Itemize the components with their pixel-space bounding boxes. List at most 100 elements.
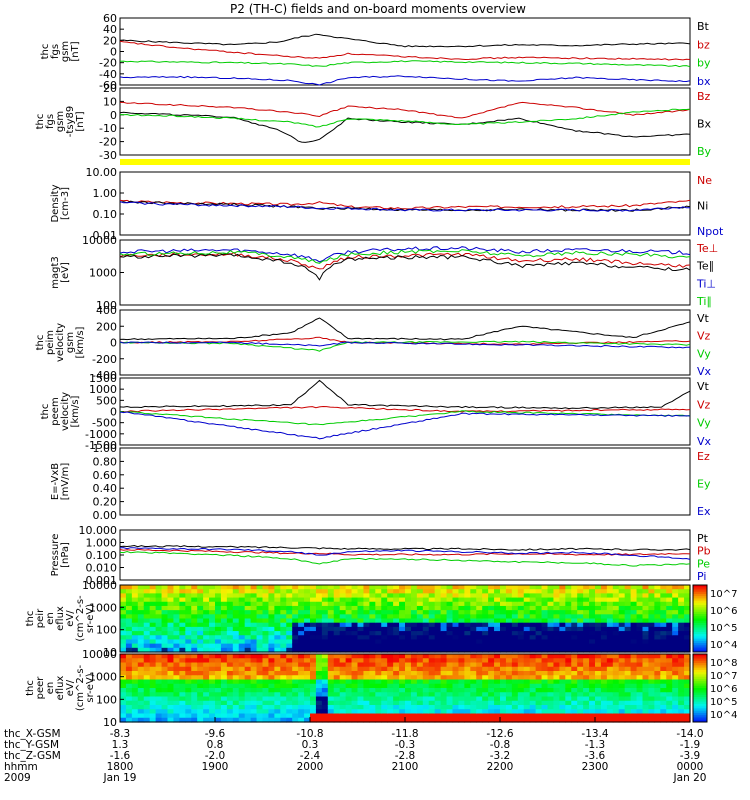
spectrogram-cell (327, 643, 335, 649)
spectrogram-cell (226, 635, 234, 641)
spectrogram-cell (399, 589, 406, 594)
spectrogram-cell (363, 688, 370, 693)
spectrogram-cell (220, 589, 228, 594)
spectrogram-cell (452, 593, 460, 599)
spectrogram-cell (286, 635, 293, 641)
spectrogram-cell (238, 601, 246, 607)
spectrogram-cell (547, 614, 555, 620)
spectrogram-cell (482, 696, 489, 702)
spectrogram-cell (226, 675, 234, 681)
spectrogram-cell (405, 635, 412, 641)
spectrogram-cell (238, 688, 246, 693)
colorbar-swatch (693, 614, 707, 617)
spectrogram-cell (185, 705, 192, 710)
colorbar-tick-label: 10^5 (710, 623, 737, 634)
spectrogram-cell (292, 647, 299, 653)
spectrogram-cell (589, 658, 596, 664)
legend-entry: Pt (697, 532, 709, 545)
spectrogram-cell (131, 666, 139, 672)
spectrogram-cell (363, 717, 370, 723)
spectrogram-cell (197, 589, 204, 594)
spectrogram-cell (571, 705, 578, 710)
y-tick-label: 20 (103, 82, 117, 95)
spectrogram-cell (143, 717, 151, 723)
spectrogram-cell (339, 610, 347, 615)
spectrogram-cell (654, 635, 661, 641)
spectrogram-cell (648, 692, 655, 698)
spectrogram-cell (666, 671, 673, 676)
spectrogram-cell (505, 593, 513, 599)
spectrogram-cell (482, 675, 489, 681)
spectrogram-cell (482, 700, 489, 706)
spectrogram-cell (559, 643, 566, 649)
spectrogram-cell (173, 683, 180, 689)
spectrogram-cell (310, 692, 317, 698)
spectrogram-cell (535, 614, 543, 620)
spectrogram-cell (298, 713, 305, 719)
legend-entry: By (697, 145, 712, 158)
spectrogram-cell (446, 639, 454, 645)
spectrogram-cell (226, 626, 234, 632)
y-tick-label: 200 (96, 320, 117, 333)
spectrogram-cell (559, 675, 566, 681)
spectrogram-cell (547, 679, 555, 685)
spectrogram-cell (345, 647, 353, 653)
spectrogram-cell (636, 647, 644, 653)
x-tick-label: -1.6 (110, 750, 131, 762)
spectrogram-cell (494, 622, 501, 628)
spectrogram-cell (333, 696, 341, 702)
y-axis-label-line: eflux (55, 606, 66, 631)
spectrogram-cell (185, 589, 192, 594)
spectrogram-cell (203, 688, 210, 693)
spectrogram-cell (399, 654, 406, 659)
spectrogram-cell (666, 614, 673, 620)
spectrogram-cell (553, 635, 560, 641)
spectrogram-cell (262, 717, 270, 723)
spectrogram-cell (393, 713, 400, 719)
spectrogram-cell (446, 601, 454, 607)
spectrogram-cell (529, 626, 537, 632)
spectrogram-cell (577, 647, 584, 653)
spectrogram-cell (315, 679, 323, 685)
spectrogram-cell (274, 610, 281, 615)
spectrogram-cell (505, 647, 513, 653)
spectrogram-cell (333, 705, 341, 710)
spectrogram-cell (167, 647, 175, 653)
spectrogram-cell (452, 683, 460, 689)
spectrogram-cell (595, 610, 602, 615)
spectrogram-cell (399, 679, 406, 685)
spectrogram-cell (327, 696, 335, 702)
spectrogram-cell (321, 654, 329, 659)
spectrogram-cell (428, 643, 436, 649)
spectrogram-cell (523, 666, 531, 672)
spectrogram-cell (612, 683, 620, 689)
spectrogram-cell (405, 683, 412, 689)
spectrogram-cell (666, 696, 673, 702)
spectrogram-cell (660, 605, 667, 611)
spectrogram-cell (167, 662, 175, 668)
spectrogram-cell (363, 601, 370, 607)
spectrogram-cell (595, 671, 602, 676)
spectrogram-cell (143, 662, 151, 668)
spectrogram-cell (636, 675, 644, 681)
spectrogram-cell (440, 589, 448, 594)
spectrogram-cell (179, 585, 186, 590)
spectrogram-cell (672, 696, 679, 702)
spectrogram-cell (244, 585, 252, 590)
spectrogram-cell (185, 688, 192, 693)
spectrogram-cell (559, 639, 566, 645)
spectrogram-cell (577, 610, 584, 615)
spectrogram-cell (684, 666, 691, 672)
spectrogram-cell (494, 658, 501, 664)
spectrogram-cell (600, 635, 608, 641)
spectrogram-cell (155, 705, 163, 710)
spectrogram-cell (672, 679, 679, 685)
spectrogram-cell (559, 622, 566, 628)
spectrogram-cell (547, 705, 555, 710)
spectrogram-cell (226, 589, 234, 594)
spectrogram-cell (672, 597, 679, 603)
y-tick-label: -10 (99, 122, 117, 135)
spectrogram-cell (280, 713, 287, 719)
spectrogram-cell (446, 654, 454, 659)
spectrogram-cell (131, 593, 139, 599)
